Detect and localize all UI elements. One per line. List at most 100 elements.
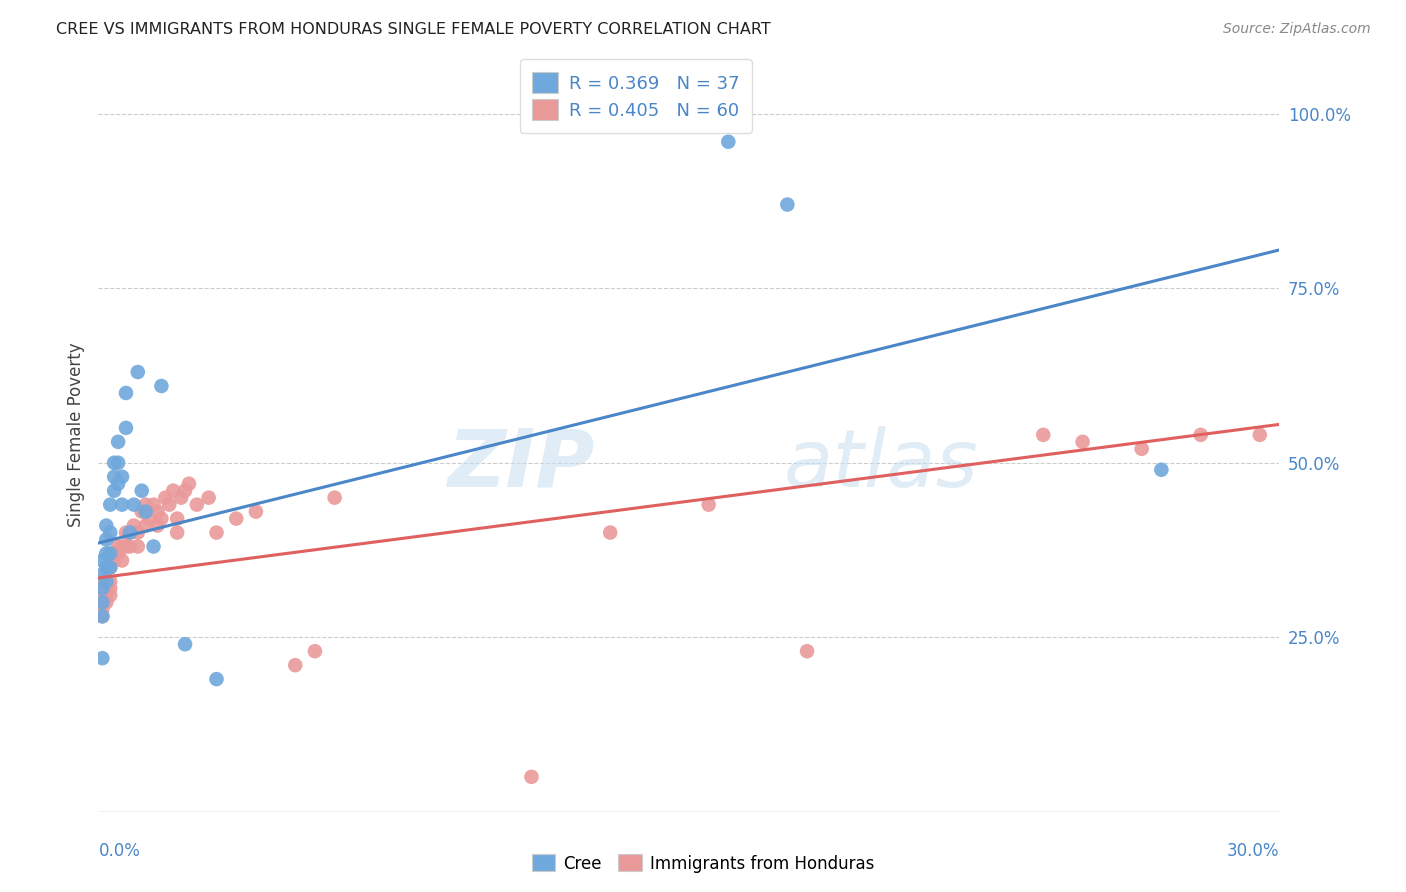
Legend: Cree, Immigrants from Honduras: Cree, Immigrants from Honduras xyxy=(524,847,882,880)
Point xyxy=(1249,428,1271,442)
Point xyxy=(170,491,193,505)
Point xyxy=(98,525,121,540)
Point xyxy=(1150,463,1173,477)
Point xyxy=(796,644,818,658)
Point xyxy=(127,525,149,540)
Point xyxy=(96,574,118,589)
Point xyxy=(177,476,200,491)
Point xyxy=(304,644,326,658)
Point xyxy=(107,540,129,554)
Point xyxy=(96,574,118,589)
Point xyxy=(127,540,149,554)
Point xyxy=(166,525,188,540)
Point xyxy=(115,421,138,435)
Text: 0.0%: 0.0% xyxy=(98,842,141,860)
Point xyxy=(103,553,125,567)
Point xyxy=(1071,434,1094,449)
Point xyxy=(111,553,134,567)
Point xyxy=(91,582,114,596)
Y-axis label: Single Female Poverty: Single Female Poverty xyxy=(66,343,84,527)
Point xyxy=(146,505,169,519)
Text: ZIP: ZIP xyxy=(447,426,595,504)
Point xyxy=(1032,428,1054,442)
Point xyxy=(520,770,543,784)
Point xyxy=(323,491,346,505)
Point xyxy=(118,540,141,554)
Point xyxy=(142,498,165,512)
Point xyxy=(107,456,129,470)
Point xyxy=(91,553,114,567)
Point xyxy=(98,582,121,596)
Point xyxy=(98,560,121,574)
Point xyxy=(284,658,307,673)
Text: atlas: atlas xyxy=(783,426,979,504)
Point xyxy=(146,518,169,533)
Point xyxy=(91,588,114,602)
Point xyxy=(122,518,145,533)
Point xyxy=(98,547,121,561)
Point xyxy=(103,483,125,498)
Point xyxy=(111,498,134,512)
Point xyxy=(1130,442,1153,456)
Point xyxy=(127,365,149,379)
Point xyxy=(142,540,165,554)
Point xyxy=(91,582,114,596)
Point xyxy=(166,511,188,525)
Point xyxy=(131,483,153,498)
Point xyxy=(118,525,141,540)
Point xyxy=(115,386,138,401)
Point xyxy=(103,547,125,561)
Point xyxy=(197,491,219,505)
Point xyxy=(96,533,118,547)
Point xyxy=(131,505,153,519)
Point xyxy=(225,511,247,525)
Point xyxy=(138,511,160,525)
Point xyxy=(107,434,129,449)
Point xyxy=(135,505,157,519)
Point xyxy=(96,547,118,561)
Point xyxy=(118,525,141,540)
Point xyxy=(91,567,114,582)
Point xyxy=(96,560,118,574)
Point xyxy=(103,456,125,470)
Legend: R = 0.369   N = 37, R = 0.405   N = 60: R = 0.369 N = 37, R = 0.405 N = 60 xyxy=(520,60,752,133)
Point xyxy=(98,588,121,602)
Point xyxy=(96,518,118,533)
Point xyxy=(717,135,740,149)
Point xyxy=(98,498,121,512)
Point xyxy=(776,197,799,211)
Point xyxy=(111,540,134,554)
Point xyxy=(157,498,180,512)
Point xyxy=(115,540,138,554)
Point xyxy=(111,469,134,483)
Point xyxy=(91,595,114,609)
Point xyxy=(91,651,114,665)
Point xyxy=(162,483,184,498)
Point xyxy=(91,595,114,609)
Text: Source: ZipAtlas.com: Source: ZipAtlas.com xyxy=(1223,22,1371,37)
Point xyxy=(96,582,118,596)
Point xyxy=(245,505,267,519)
Point xyxy=(150,511,173,525)
Point xyxy=(1189,428,1212,442)
Point xyxy=(150,379,173,393)
Point xyxy=(697,498,720,512)
Point xyxy=(155,491,177,505)
Point xyxy=(91,574,114,589)
Point xyxy=(91,609,114,624)
Point xyxy=(91,602,114,616)
Point xyxy=(98,560,121,574)
Point xyxy=(107,547,129,561)
Point xyxy=(186,498,208,512)
Text: CREE VS IMMIGRANTS FROM HONDURAS SINGLE FEMALE POVERTY CORRELATION CHART: CREE VS IMMIGRANTS FROM HONDURAS SINGLE … xyxy=(56,22,770,37)
Point xyxy=(91,609,114,624)
Point xyxy=(205,672,228,686)
Point xyxy=(98,574,121,589)
Point xyxy=(96,595,118,609)
Text: 30.0%: 30.0% xyxy=(1227,842,1279,860)
Point xyxy=(122,498,145,512)
Point xyxy=(599,525,621,540)
Point xyxy=(135,518,157,533)
Point xyxy=(107,476,129,491)
Point xyxy=(115,525,138,540)
